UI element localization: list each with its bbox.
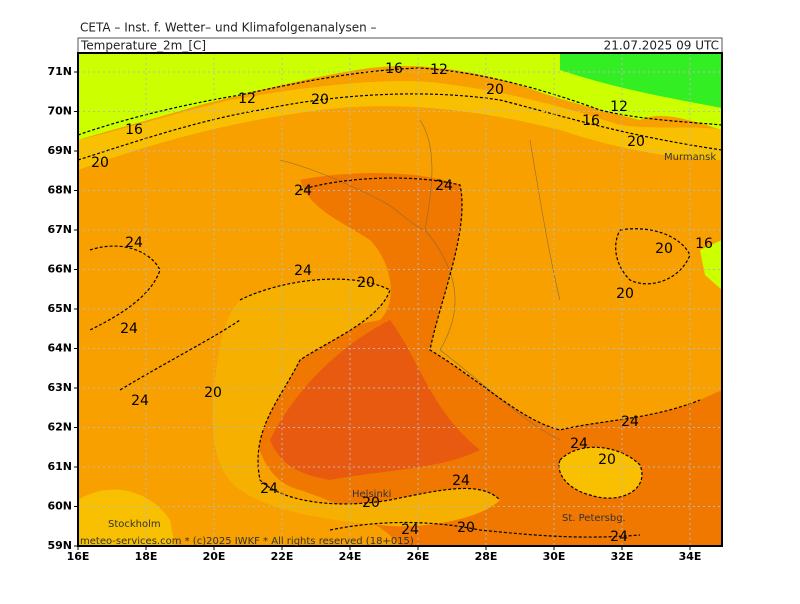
graticule xyxy=(78,53,722,546)
contour-label: 20 xyxy=(362,495,380,511)
contour-label: 12 xyxy=(238,91,256,107)
lat-label: 68N xyxy=(47,184,72,197)
lat-label: 71N xyxy=(47,65,72,78)
place-label: Helsinki xyxy=(352,489,391,500)
map-frame xyxy=(77,52,723,547)
lon-label: 30E xyxy=(543,550,566,563)
contour-label: 20 xyxy=(311,92,329,108)
place-label: Stockholm xyxy=(108,519,161,530)
contour-label: 16 xyxy=(695,236,713,252)
lon-label: 24E xyxy=(339,550,362,563)
map-field xyxy=(78,53,722,546)
place-label: Murmansk xyxy=(664,152,716,163)
contour-label: 24 xyxy=(260,481,278,497)
contour-label: 24 xyxy=(125,235,143,251)
contour-label: 24 xyxy=(120,321,138,337)
contour-label: 20 xyxy=(627,134,645,150)
contour-label: 16 xyxy=(125,122,143,138)
contour-label: 12 xyxy=(610,99,628,115)
lat-label: 64N xyxy=(47,342,72,355)
lon-label: 22E xyxy=(271,550,294,563)
lon-label: 26E xyxy=(407,550,430,563)
lat-label: 63N xyxy=(47,381,72,394)
lat-label: 70N xyxy=(47,105,72,118)
lat-label: 60N xyxy=(47,500,72,513)
lat-label: 69N xyxy=(47,144,72,157)
lon-label: 20E xyxy=(203,550,226,563)
contour-label: 24 xyxy=(294,263,312,279)
contour-label: 24 xyxy=(131,393,149,409)
contour-label: 24 xyxy=(401,522,419,538)
lat-label: 67N xyxy=(47,223,72,236)
lat-label: 59N xyxy=(47,539,72,552)
lat-label: 62N xyxy=(47,421,72,434)
footer-credit: meteo-services.com * (c)2025 IWKF * All … xyxy=(80,536,414,547)
contour-label: 20 xyxy=(457,520,475,536)
contour-label: 12 xyxy=(430,62,448,78)
contour-label: 20 xyxy=(91,155,109,171)
lat-label: 65N xyxy=(47,302,72,315)
contour-label: 20 xyxy=(655,241,673,257)
lat-label: 66N xyxy=(47,263,72,276)
contour-label: 24 xyxy=(570,436,588,452)
place-label: St. Petersbg. xyxy=(562,513,626,524)
contour-label: 20 xyxy=(616,286,634,302)
contour-label: 24 xyxy=(452,473,470,489)
contour-label: 20 xyxy=(598,452,616,468)
contour-label: 16 xyxy=(582,113,600,129)
lon-label: 34E xyxy=(679,550,702,563)
contour-label: 24 xyxy=(621,414,639,430)
lat-label: 61N xyxy=(47,460,72,473)
lon-label: 16E xyxy=(67,550,90,563)
contour-label: 20 xyxy=(357,275,375,291)
contour-label: 20 xyxy=(486,82,504,98)
contour-label: 24 xyxy=(610,529,628,545)
contour-label: 20 xyxy=(204,385,222,401)
valid-time: 21.07.2025 09 UTC xyxy=(604,39,719,53)
header-title: CETA – Inst. f. Wetter– und Klimafolgena… xyxy=(80,21,377,35)
lon-label: 32E xyxy=(611,550,634,563)
contour-label: 24 xyxy=(294,183,312,199)
field-name: Temperature_2m_[C] xyxy=(80,39,206,53)
lon-label: 18E xyxy=(135,550,158,563)
contour-label: 16 xyxy=(385,61,403,77)
lon-label: 28E xyxy=(475,550,498,563)
contour-label: 24 xyxy=(435,178,453,194)
